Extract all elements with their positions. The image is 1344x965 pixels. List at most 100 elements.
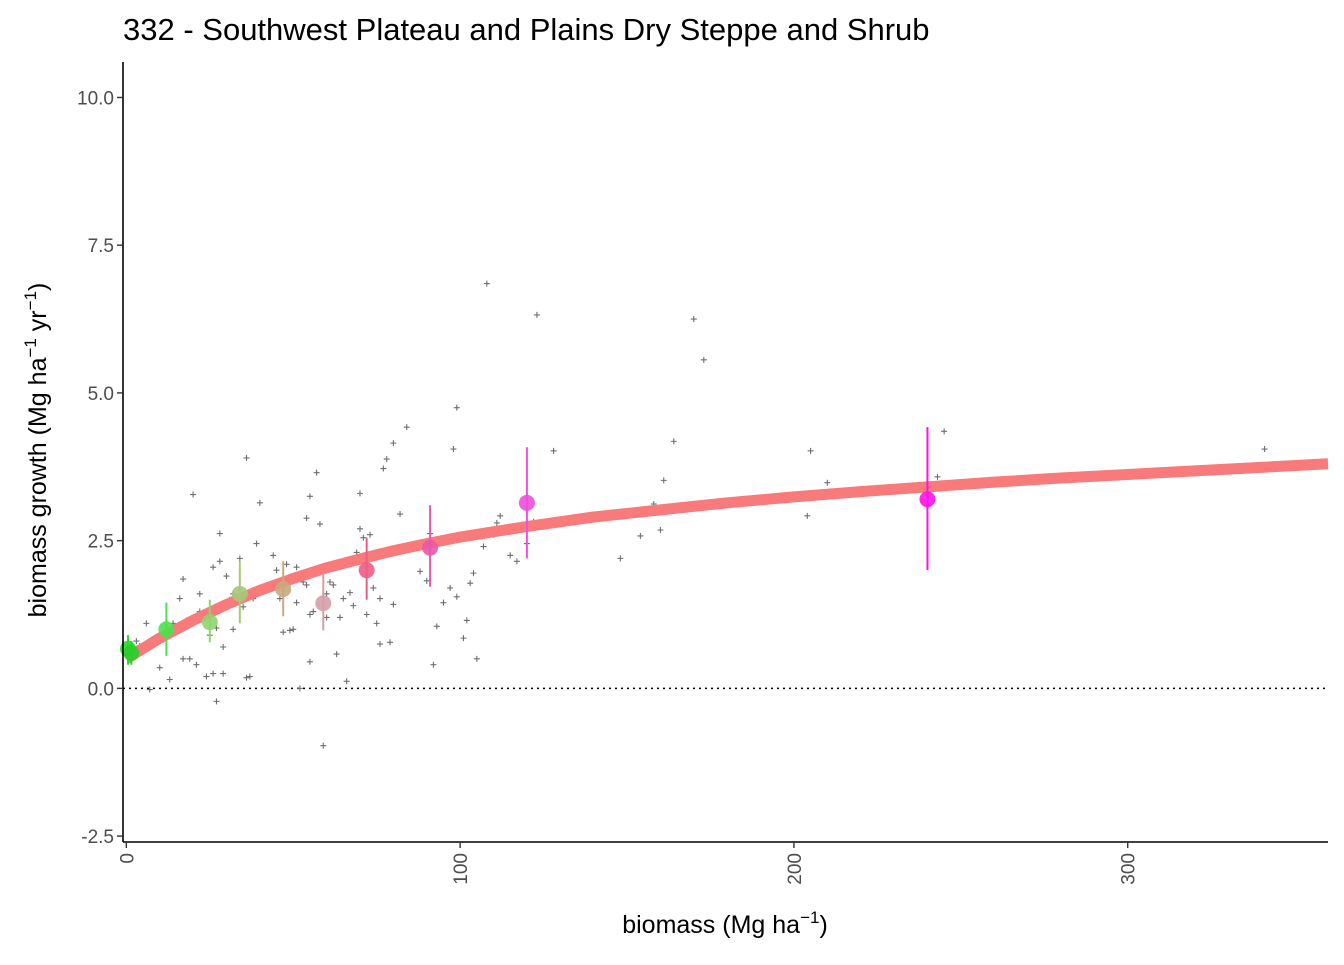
- x-axis-label: biomass (Mg ha−1): [622, 908, 828, 939]
- raw-point: [346, 589, 353, 596]
- raw-point: [306, 493, 313, 500]
- raw-point: [283, 561, 290, 568]
- bin-mean-point: [231, 585, 248, 602]
- raw-point: [617, 555, 624, 562]
- raw-point: [670, 438, 677, 445]
- raw-point: [220, 670, 227, 677]
- raw-point: [390, 440, 397, 447]
- raw-point: [196, 590, 203, 597]
- raw-point: [637, 532, 644, 539]
- x-axis-label-close: ): [819, 911, 827, 939]
- raw-point: [280, 629, 287, 636]
- raw-point: [453, 593, 460, 600]
- raw-point: [377, 641, 384, 648]
- raw-point: [377, 595, 384, 602]
- x-tick-label: 0: [117, 853, 138, 864]
- raw-point: [356, 490, 363, 497]
- raw-point: [934, 473, 941, 480]
- bin-mean-point: [422, 539, 439, 556]
- x-tick-label: 200: [785, 853, 806, 885]
- x-axis-label-base: biomass (Mg ha: [622, 911, 800, 939]
- raw-point: [293, 599, 300, 606]
- raw-point: [293, 564, 300, 571]
- raw-point: [483, 280, 490, 287]
- x-tick-label: 100: [451, 853, 472, 885]
- raw-point: [463, 617, 470, 624]
- bin-mean-point: [123, 644, 140, 661]
- raw-point: [1261, 446, 1268, 453]
- raw-point: [467, 580, 474, 587]
- y-axis-label-sup1: −1: [21, 338, 40, 357]
- raw-point: [236, 555, 243, 562]
- raw-point: [497, 512, 504, 519]
- raw-point: [210, 564, 217, 571]
- raw-point: [807, 447, 814, 454]
- raw-point: [336, 614, 343, 621]
- raw-point: [507, 552, 514, 559]
- raw-point: [306, 658, 313, 665]
- raw-point: [190, 491, 197, 498]
- plot-area: -2.5 0.0 2.5 5.0 7.5 10.0 0 100 200 300: [77, 62, 1329, 885]
- raw-point: [286, 627, 293, 634]
- bin-mean-point: [275, 581, 292, 598]
- y-tick-label: 5.0: [88, 384, 114, 405]
- raw-point: [493, 519, 500, 526]
- raw-point: [430, 661, 437, 668]
- raw-point: [453, 404, 460, 411]
- raw-point: [323, 614, 330, 621]
- raw-point: [180, 576, 187, 583]
- raw-point: [323, 590, 330, 597]
- raw-point: [367, 531, 374, 538]
- y-axis-label-sup2: −1: [21, 291, 40, 310]
- raw-point: [417, 568, 424, 575]
- raw-point: [143, 620, 150, 627]
- raw-point: [440, 599, 447, 606]
- raw-point: [133, 638, 140, 645]
- raw-point: [253, 540, 260, 547]
- raw-point: [350, 602, 357, 609]
- raw-point: [363, 611, 370, 618]
- raw-point: [343, 678, 350, 685]
- raw-point: [306, 611, 313, 618]
- raw-point: [513, 558, 520, 565]
- raw-point: [243, 674, 250, 681]
- raw-point: [290, 626, 297, 633]
- raw-point: [246, 673, 253, 680]
- bin-mean-point: [158, 621, 175, 638]
- raw-point: [433, 623, 440, 630]
- raw-point: [316, 521, 323, 528]
- y-tick-label: -2.5: [81, 827, 114, 848]
- raw-point: [380, 465, 387, 472]
- y-tick-label: 2.5: [88, 532, 114, 553]
- raw-point: [690, 316, 697, 323]
- y-axis-label-mid: yr: [24, 310, 52, 338]
- raw-point: [340, 595, 347, 602]
- raw-point: [423, 577, 430, 584]
- raw-point: [660, 477, 667, 484]
- y-axis-label-close: ): [24, 283, 52, 291]
- raw-point: [657, 527, 664, 533]
- raw-point: [220, 644, 227, 650]
- raw-point: [533, 311, 540, 318]
- raw-point: [230, 626, 237, 633]
- y-tick-label: 0.0: [88, 679, 114, 700]
- bin-mean-point: [358, 562, 375, 579]
- raw-point: [473, 655, 480, 662]
- bin-mean-point: [518, 494, 535, 511]
- raw-point: [326, 579, 333, 585]
- raw-point: [550, 447, 557, 454]
- fitted-curve: [123, 458, 1329, 664]
- raw-point: [223, 573, 230, 580]
- raw-point: [270, 552, 277, 559]
- raw-point: [403, 424, 410, 431]
- raw-point: [213, 698, 220, 705]
- raw-point: [156, 664, 163, 671]
- raw-point: [273, 567, 280, 574]
- chart-title: 332 - Southwest Plateau and Plains Dry S…: [123, 12, 930, 47]
- y-axis-label-base: biomass growth (Mg ha: [24, 357, 52, 617]
- raw-point: [216, 530, 223, 537]
- raw-point: [383, 456, 390, 463]
- raw-point: [450, 446, 457, 453]
